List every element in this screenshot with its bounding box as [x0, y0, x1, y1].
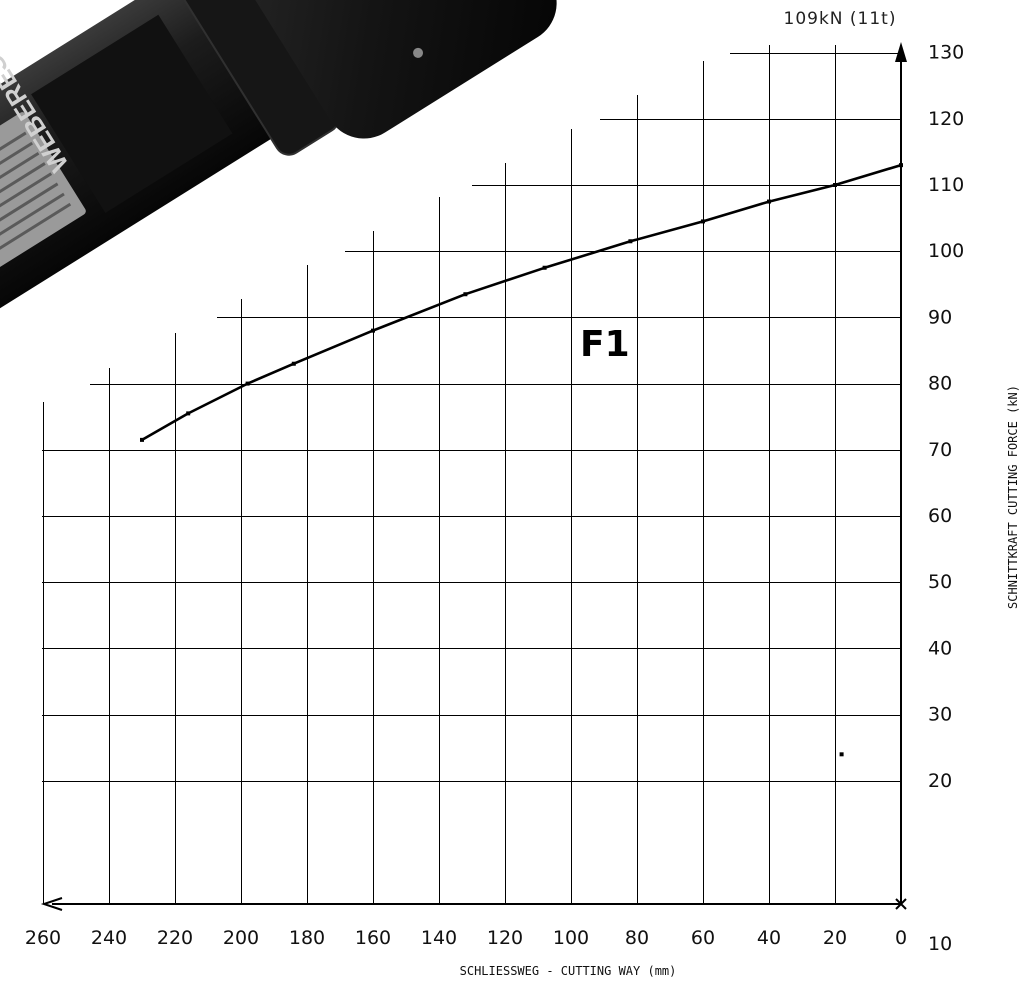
y-tick-label: 80 — [928, 373, 952, 395]
data-point — [833, 183, 837, 187]
y-tick-label: 70 — [928, 439, 952, 461]
annotation-marker — [839, 752, 844, 757]
chart-grid — [42, 45, 901, 904]
data-point — [140, 437, 144, 442]
tool-label-plate — [0, 112, 86, 270]
x-tick-label: 220 — [157, 927, 193, 949]
x-tick-label: 0 — [895, 927, 907, 949]
curve-label-f1: F1 — [580, 324, 630, 365]
x-tick-label: 180 — [289, 927, 325, 949]
y-axis-title: SCHNITTKRAFT CUTTING FORCE (kN) — [1006, 385, 1020, 609]
origin-marker — [895, 898, 907, 910]
y-tick-label: 50 — [928, 571, 952, 593]
y-tick-label: 60 — [928, 505, 952, 527]
x-tick-label: 100 — [553, 927, 589, 949]
y-tick-label: 130 — [928, 42, 964, 64]
x-tick-label: 240 — [91, 927, 127, 949]
y-axis-arrow — [895, 42, 907, 62]
x-tick-label: 160 — [355, 927, 391, 949]
x-axis-arrow — [40, 897, 63, 911]
x-tick-label: 140 — [421, 927, 457, 949]
y-tick-labels: 10 20 30 40 50 60 70 80 90 100 110 120 130 — [928, 42, 964, 955]
tool-head — [207, 0, 557, 139]
y-tick-label: 30 — [928, 704, 952, 726]
tool-label-band — [31, 14, 233, 213]
y-tick-label: 90 — [928, 306, 952, 328]
data-point — [767, 199, 771, 204]
x-tick-label: 260 — [25, 927, 61, 949]
data-point — [186, 411, 191, 416]
chart-axes — [40, 42, 907, 911]
y-tick-label: 10 — [928, 933, 952, 955]
y-tick-label: 110 — [928, 174, 964, 196]
data-point — [291, 361, 296, 366]
tool-photo: WEBERESCUE — [0, 0, 557, 382]
y-tick-label: 120 — [928, 108, 964, 130]
data-point — [463, 292, 468, 297]
x-tick-label: 200 — [223, 927, 259, 949]
y-tick-label: 100 — [928, 240, 964, 262]
x-tick-label: 20 — [823, 927, 847, 949]
x-tick-label: 120 — [487, 927, 523, 949]
x-axis-title: SCHLIESSWEG - CUTTING WAY (mm) — [460, 964, 677, 978]
x-tick-label: 80 — [625, 927, 649, 949]
x-tick-label: 40 — [757, 927, 781, 949]
y-tick-label: 20 — [928, 770, 952, 792]
series-line-f1 — [141, 163, 902, 442]
data-point — [899, 163, 903, 168]
data-point — [371, 328, 375, 333]
y-tick-label: 40 — [928, 637, 952, 659]
data-point — [245, 381, 250, 386]
data-point — [701, 219, 705, 224]
max-force-label: 109kN (11t) — [784, 9, 897, 29]
data-point — [628, 239, 633, 244]
x-tick-label: 60 — [691, 927, 715, 949]
series-layer — [140, 163, 903, 757]
x-tick-labels: 260 240 220 200 180 160 140 120 100 80 60 40 20 0 — [25, 927, 907, 949]
data-point — [542, 265, 547, 270]
